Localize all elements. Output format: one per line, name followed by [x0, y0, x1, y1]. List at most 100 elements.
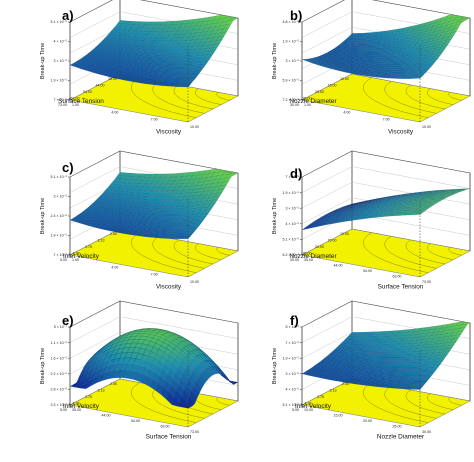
z-tick-label: 5 × 10⁻⁷ — [54, 325, 68, 329]
z-tick-label: 7.2 × 10⁻⁶ — [283, 98, 300, 102]
surface-plot-2: 7.2 × 10⁻⁶ 5.9 × 10⁻⁵ 3 × 10⁻⁵ 1.9 × 10⁻⁵ 4.… — [272, 0, 471, 136]
z-tick-label: 3 × 10⁻⁵ — [54, 59, 68, 63]
x-tick-label: 30.00 — [290, 103, 299, 107]
z-axis-label: Break-up Time — [40, 43, 46, 79]
x-axis-label: Inlet Velocity — [63, 403, 100, 410]
y-tick-label: 63.00 — [161, 425, 170, 429]
x-tick-label: 3.75 — [85, 245, 92, 249]
z-tick-label: 1.9 × 10⁻⁵ — [51, 79, 68, 83]
panel-label: e) — [62, 313, 74, 328]
z-tick-label: 6.2 × 10⁻⁶ — [283, 253, 300, 257]
y-tick-label: 44.00 — [334, 264, 343, 268]
x-tick-label: 2.50 — [110, 382, 117, 386]
y-tick-label: 54.00 — [131, 419, 140, 423]
y-tick-label: 35.00 — [304, 258, 313, 262]
z-tick-label: 1.1 × 10⁻⁶ — [51, 341, 68, 345]
x-axis-label: Surface Tension — [58, 98, 104, 105]
z-tick-label: 5 × 10⁻⁶ — [286, 325, 300, 329]
z-tick-label: 1.9 × 10⁻⁵ — [283, 191, 300, 195]
response-surface — [301, 14, 471, 79]
x-tick-label: 25.00 — [303, 97, 312, 101]
x-axis-label: Nozzle Diameter — [289, 98, 337, 105]
z-tick-label: 3 × 10⁻⁵ — [286, 372, 300, 376]
response-surface — [301, 188, 471, 231]
panel-label: f) — [290, 313, 299, 328]
z-tick-label: 2.2 × 10⁻⁶ — [51, 372, 68, 376]
z-axis-label: Break-up Time — [272, 198, 278, 234]
response-surface — [69, 168, 239, 240]
y-tick-label: 73.00 — [422, 280, 431, 284]
x-tick-label: 3.13 — [98, 239, 105, 243]
x-tick-label: 63.00 — [71, 97, 80, 101]
z-tick-label: 7 × 10⁻⁶ — [286, 175, 300, 179]
y-tick-label: 10.00 — [422, 125, 431, 129]
z-tick-label: 3.3 × 10⁻⁶ — [51, 403, 68, 407]
x-tick-label: 15.00 — [328, 239, 337, 243]
z-tick-label: 2.4 × 10⁻⁵ — [51, 214, 68, 218]
z-tick-label: 5.1 × 10⁻⁵ — [283, 238, 300, 242]
y-tick-label: 1.00 — [72, 258, 79, 262]
z-tick-label: 1.9 × 10⁻⁵ — [283, 356, 300, 360]
y-tick-label: 25.00 — [393, 425, 402, 429]
z-tick-label: 1.9 × 10⁻⁵ — [283, 40, 300, 44]
y-tick-label: 54.00 — [363, 269, 372, 273]
x-axis-label: Nozzle Diameter — [289, 253, 337, 260]
y-axis-label: Viscosity — [388, 129, 414, 136]
z-tick-label: 2.8 × 10⁻⁶ — [51, 388, 68, 392]
x-tick-label: 44.00 — [96, 84, 105, 88]
z-tick-label: 5.1 × 10⁻⁵ — [51, 175, 68, 179]
x-tick-label: 4.38 — [73, 252, 80, 256]
x-tick-label: 4.38 — [305, 402, 312, 406]
x-tick-label: 3.13 — [330, 389, 337, 393]
surface-plot-1: 7 × 10⁻⁶ 1.9 × 10⁻⁵ 3 × 10⁻⁵ 4 × 10⁻⁵ 5.1 × … — [40, 0, 239, 136]
x-tick-label: 25.00 — [303, 252, 312, 256]
y-tick-label: 73.00 — [190, 430, 199, 434]
x-tick-label: 3.75 — [317, 395, 324, 399]
z-tick-label: 4 × 10⁻⁵ — [286, 388, 300, 392]
x-tick-label: 2.50 — [110, 232, 117, 236]
x-tick-label: 54.00 — [83, 90, 92, 94]
x-tick-label: 3.75 — [85, 395, 92, 399]
z-axis-label: Break-up Time — [40, 198, 46, 234]
y-tick-label: 1.00 — [72, 103, 79, 107]
z-tick-label: 5.1 × 10⁻⁵ — [283, 403, 300, 407]
response-surface — [301, 321, 471, 390]
z-axis-label: Break-up Time — [272, 43, 278, 79]
y-tick-label: 4.00 — [111, 110, 118, 114]
y-tick-label: 4.00 — [343, 110, 350, 114]
x-tick-label: 73.00 — [58, 103, 67, 107]
y-tick-label: 63.00 — [393, 275, 402, 279]
y-tick-label: 7.00 — [151, 273, 158, 277]
y-tick-label: 30.00 — [422, 430, 431, 434]
y-tick-label: 10.00 — [190, 125, 199, 129]
z-tick-label: 3 × 10⁻⁵ — [286, 206, 300, 210]
z-tick-label: 4 × 10⁻⁵ — [286, 222, 300, 226]
z-axis-label: Break-up Time — [272, 348, 278, 384]
y-axis-label: Nozzle Diameter — [377, 434, 425, 441]
z-tick-label: 7 × 10⁻⁶ — [286, 341, 300, 345]
x-axis-label: Inlet Velocity — [295, 403, 332, 410]
panel-label: b) — [290, 8, 302, 23]
z-tick-label: 1.9 × 10⁻⁵ — [51, 234, 68, 238]
x-tick-label: 5.00 — [60, 258, 67, 262]
x-tick-label: 3.13 — [98, 389, 105, 393]
z-tick-label: 5.1 × 10⁻⁵ — [51, 20, 68, 24]
x-tick-label: 10.00 — [340, 232, 349, 236]
y-axis-label: Surface Tension — [146, 434, 192, 441]
x-tick-label: 15.00 — [328, 84, 337, 88]
y-tick-label: 44.00 — [102, 414, 111, 418]
z-tick-label: 3 × 10⁻⁵ — [286, 59, 300, 63]
z-tick-label: 1.6 × 10⁻⁶ — [51, 356, 68, 360]
x-tick-label: 20.00 — [315, 245, 324, 249]
z-tick-label: 5.9 × 10⁻⁵ — [283, 79, 300, 83]
y-axis-label: Surface Tension — [378, 284, 424, 291]
x-tick-label: 10.00 — [340, 77, 349, 81]
x-tick-label: 5.00 — [292, 408, 299, 412]
z-tick-label: 7 × 10⁻⁶ — [54, 253, 68, 257]
surface-plot-4: 6.2 × 10⁻⁶ 5.1 × 10⁻⁵ 4 × 10⁻⁵ 3 × 10⁻⁵ 1.9 … — [272, 150, 471, 291]
z-tick-label: 7 × 10⁻⁶ — [54, 98, 68, 102]
response-surface — [69, 14, 239, 88]
y-tick-label: 4.00 — [111, 265, 118, 269]
panel-label: a) — [62, 8, 74, 23]
